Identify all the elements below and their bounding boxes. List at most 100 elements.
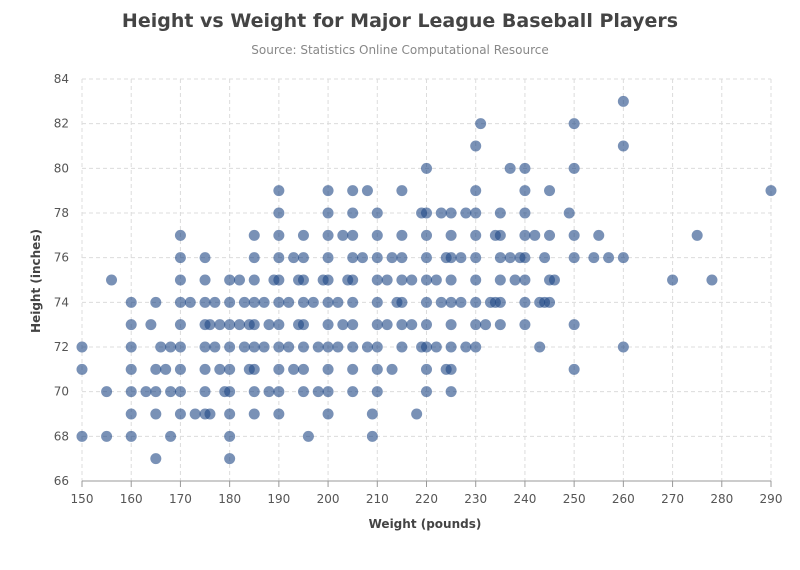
- data-point: [568, 118, 580, 130]
- data-point: [371, 296, 383, 308]
- y-tick-label: 70: [54, 385, 69, 399]
- data-point: [494, 296, 506, 308]
- data-point: [421, 296, 432, 308]
- gridlines: [81, 78, 772, 482]
- data-point: [603, 252, 615, 264]
- x-tick-label: 210: [366, 492, 389, 506]
- data-point: [396, 185, 408, 197]
- data-point: [519, 185, 531, 197]
- chart-subtitle: Source: Statistics Online Computational …: [251, 43, 549, 57]
- data-point: [150, 296, 162, 308]
- data-point: [297, 229, 309, 241]
- data-point: [396, 319, 408, 331]
- data-point: [204, 319, 216, 331]
- data-point: [273, 341, 285, 353]
- data-point: [347, 274, 359, 286]
- data-point: [593, 229, 605, 241]
- axes: 66 68 70 72 74 76 78 80 82 84 150 160 170 180 190 200 21…: [54, 72, 783, 506]
- data-point: [519, 319, 531, 331]
- data-point: [322, 185, 334, 197]
- data-point: [455, 296, 467, 308]
- data-point: [361, 341, 373, 353]
- data-point: [706, 274, 718, 286]
- data-point: [445, 274, 457, 286]
- data-point: [519, 207, 531, 219]
- data-point: [617, 252, 629, 264]
- data-point: [563, 207, 575, 219]
- data-point: [347, 296, 359, 308]
- data-point: [445, 386, 457, 398]
- data-point: [371, 229, 383, 241]
- data-point: [322, 386, 334, 398]
- data-point: [174, 252, 186, 264]
- x-tick-label: 160: [120, 492, 143, 506]
- x-axis-title: Weight (pounds): [369, 517, 482, 531]
- data-point: [332, 341, 344, 353]
- data-point: [460, 341, 472, 353]
- data-point: [470, 207, 482, 219]
- data-point: [273, 207, 285, 219]
- data-point: [421, 207, 432, 219]
- data-point: [544, 296, 556, 308]
- data-point: [248, 341, 260, 353]
- data-point: [322, 363, 334, 375]
- data-point: [539, 252, 551, 264]
- data-point: [322, 341, 334, 353]
- data-point: [322, 229, 334, 241]
- data-point: [470, 229, 482, 241]
- data-point: [568, 252, 580, 264]
- data-point: [101, 386, 113, 398]
- x-tick-label: 180: [218, 492, 241, 506]
- data-point: [199, 296, 211, 308]
- data-point: [347, 386, 359, 398]
- data-point: [445, 229, 457, 241]
- data-point: [617, 140, 629, 152]
- data-point: [248, 229, 260, 241]
- data-point: [160, 363, 172, 375]
- data-point: [150, 386, 162, 398]
- data-point: [263, 386, 275, 398]
- data-point: [445, 363, 457, 375]
- data-point: [470, 274, 482, 286]
- data-point: [411, 408, 423, 420]
- data-point: [258, 341, 270, 353]
- data-point: [421, 252, 432, 264]
- data-point: [548, 274, 560, 286]
- data-point: [273, 386, 285, 398]
- data-point: [494, 319, 506, 331]
- data-point: [470, 319, 482, 331]
- data-point: [504, 162, 516, 174]
- data-point: [199, 252, 211, 264]
- data-point: [568, 319, 580, 331]
- data-point: [273, 274, 285, 286]
- data-point: [297, 296, 309, 308]
- data-point: [165, 386, 177, 398]
- data-point: [519, 229, 531, 241]
- data-point: [347, 363, 359, 375]
- x-tick-label: 280: [710, 492, 733, 506]
- data-point: [189, 408, 201, 420]
- data-point: [421, 229, 432, 241]
- data-point: [140, 386, 152, 398]
- data-point: [174, 229, 186, 241]
- data-point: [297, 252, 309, 264]
- data-point: [224, 430, 236, 442]
- data-point: [337, 319, 349, 331]
- data-point: [519, 252, 531, 264]
- data-point: [386, 363, 398, 375]
- data-point: [273, 229, 285, 241]
- data-point: [617, 95, 629, 107]
- data-point: [470, 341, 482, 353]
- data-point: [125, 408, 137, 420]
- data-point: [248, 408, 260, 420]
- y-axis-title: Height (inches): [29, 229, 43, 333]
- x-tick-label: 250: [563, 492, 586, 506]
- data-point: [258, 296, 270, 308]
- x-tick-label: 290: [760, 492, 783, 506]
- data-point: [238, 341, 250, 353]
- data-point: [435, 296, 447, 308]
- data-point: [248, 296, 260, 308]
- x-tick-label: 270: [661, 492, 684, 506]
- data-point: [125, 430, 137, 442]
- data-point: [435, 207, 447, 219]
